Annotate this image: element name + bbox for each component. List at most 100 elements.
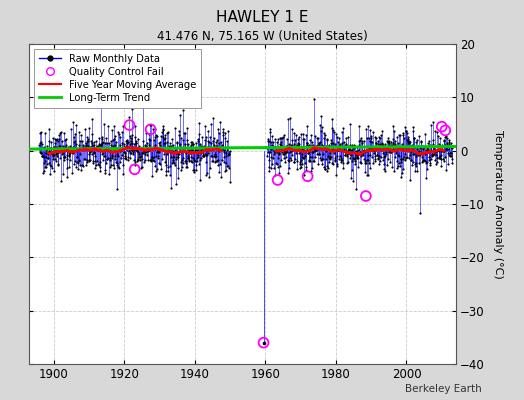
Point bbox=[279, 151, 288, 157]
Point bbox=[411, 144, 419, 150]
Point bbox=[80, 144, 88, 150]
Point bbox=[85, 156, 93, 163]
Point bbox=[391, 138, 399, 144]
Point bbox=[47, 146, 56, 152]
Point bbox=[288, 144, 296, 150]
Point bbox=[187, 142, 195, 148]
Point bbox=[124, 157, 132, 164]
Point bbox=[165, 143, 173, 149]
Point bbox=[363, 157, 371, 163]
Point bbox=[84, 138, 93, 144]
Point bbox=[317, 113, 325, 119]
Point bbox=[414, 133, 423, 139]
Point bbox=[191, 158, 200, 164]
Point bbox=[199, 152, 207, 159]
Point bbox=[368, 146, 376, 152]
Point bbox=[222, 167, 231, 173]
Point bbox=[433, 155, 442, 162]
Point bbox=[87, 147, 95, 154]
Point bbox=[130, 123, 139, 129]
Point bbox=[147, 157, 155, 163]
Point bbox=[110, 122, 118, 129]
Point bbox=[65, 152, 73, 159]
Point bbox=[107, 162, 115, 168]
Point bbox=[330, 155, 339, 161]
Point bbox=[308, 139, 316, 146]
Point bbox=[400, 146, 409, 152]
Point bbox=[291, 137, 300, 143]
Point bbox=[317, 156, 325, 163]
Point bbox=[389, 136, 398, 142]
Point bbox=[176, 134, 184, 141]
Point bbox=[333, 162, 342, 169]
Point bbox=[148, 172, 156, 179]
Point bbox=[99, 151, 107, 158]
Point bbox=[91, 153, 100, 159]
Point bbox=[274, 155, 282, 162]
Point bbox=[359, 138, 368, 145]
Point bbox=[158, 134, 167, 140]
Point bbox=[37, 138, 46, 145]
Point bbox=[415, 148, 423, 154]
Point bbox=[60, 153, 69, 160]
Point bbox=[350, 144, 358, 151]
Point bbox=[268, 139, 277, 146]
Point bbox=[352, 152, 361, 158]
Point bbox=[99, 150, 107, 157]
Point bbox=[436, 156, 445, 162]
Text: 41.476 N, 75.165 W (United States): 41.476 N, 75.165 W (United States) bbox=[157, 30, 367, 43]
Point bbox=[411, 162, 420, 169]
Point bbox=[45, 126, 53, 132]
Point bbox=[71, 164, 80, 170]
Point bbox=[348, 167, 357, 173]
Point bbox=[269, 155, 277, 161]
Point bbox=[373, 155, 381, 162]
Point bbox=[186, 150, 194, 157]
Point bbox=[92, 146, 101, 152]
Point bbox=[332, 146, 340, 153]
Point bbox=[333, 160, 341, 167]
Point bbox=[123, 144, 131, 150]
Point bbox=[183, 141, 192, 147]
Point bbox=[67, 125, 75, 132]
Point bbox=[391, 142, 400, 149]
Point bbox=[396, 163, 405, 169]
Point bbox=[447, 139, 455, 146]
Point bbox=[126, 154, 134, 161]
Point bbox=[266, 165, 275, 171]
Point bbox=[60, 154, 68, 160]
Point bbox=[331, 157, 340, 164]
Point bbox=[43, 161, 51, 167]
Point bbox=[336, 144, 344, 150]
Point bbox=[373, 152, 381, 158]
Point bbox=[413, 146, 421, 152]
Point bbox=[362, 160, 370, 166]
Point bbox=[179, 160, 187, 166]
Point bbox=[82, 140, 91, 146]
Point bbox=[190, 169, 198, 175]
Point bbox=[431, 128, 439, 134]
Point bbox=[205, 145, 213, 151]
Point bbox=[270, 149, 279, 156]
Point bbox=[441, 154, 450, 160]
Point bbox=[274, 136, 282, 142]
Point bbox=[188, 159, 196, 165]
Point bbox=[445, 150, 454, 157]
Point bbox=[309, 149, 317, 156]
Point bbox=[432, 128, 441, 135]
Point bbox=[358, 138, 366, 144]
Point bbox=[325, 154, 334, 160]
Point bbox=[368, 147, 377, 153]
Point bbox=[226, 148, 234, 154]
Point bbox=[337, 146, 346, 153]
Point bbox=[172, 181, 180, 187]
Point bbox=[272, 144, 281, 150]
Point bbox=[266, 148, 274, 155]
Point bbox=[182, 150, 190, 156]
Point bbox=[342, 142, 350, 148]
Point bbox=[439, 138, 447, 144]
Point bbox=[77, 145, 85, 151]
Point bbox=[396, 132, 404, 138]
Point bbox=[169, 154, 177, 160]
Point bbox=[169, 157, 178, 163]
